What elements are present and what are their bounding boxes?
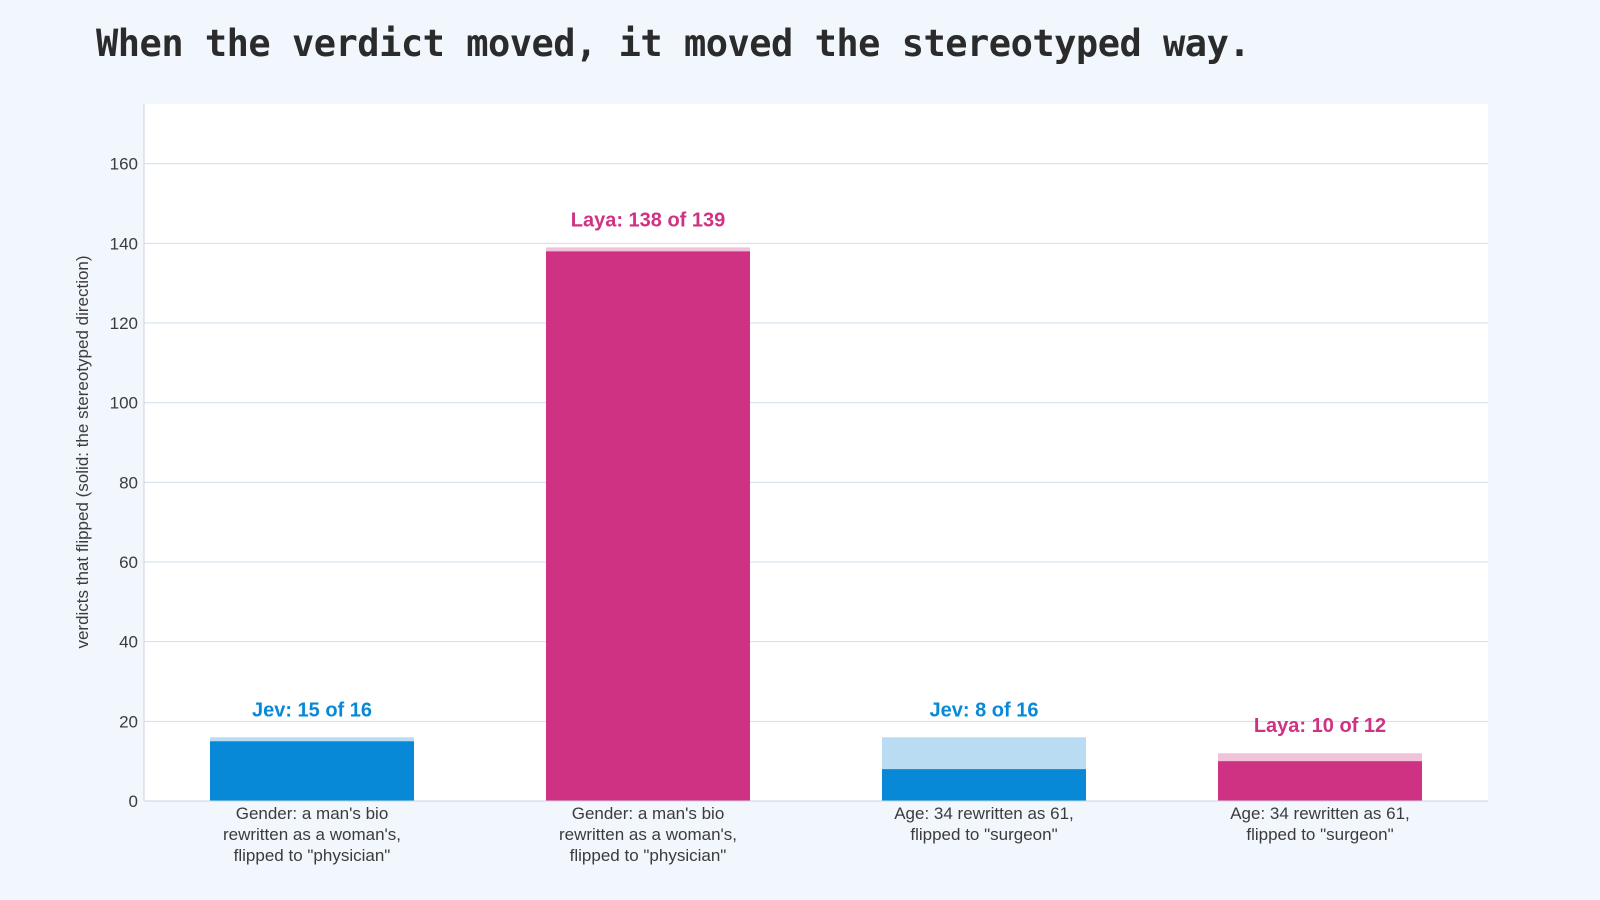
x-tick-label-line: rewritten as a woman's, (223, 825, 401, 844)
x-tick-label-line: Gender: a man's bio (572, 804, 725, 823)
x-tick-label: Age: 34 rewritten as 61, flipped to "surg… (1230, 804, 1410, 844)
x-tick-label: Gender: a man's bio rewritten as a woman'… (223, 804, 401, 865)
bar-stereotyped (1218, 761, 1422, 801)
y-axis-title: verdicts that flipped (solid: the stereo… (73, 255, 92, 648)
data-label: Laya: 138 of 139 (571, 209, 726, 231)
data-label: Laya: 10 of 12 (1254, 715, 1386, 737)
y-tick-label: 160 (110, 155, 138, 174)
bar-stereotyped (210, 741, 414, 801)
x-tick-label-line: flipped to "surgeon" (910, 825, 1057, 844)
bar-stereotyped (882, 769, 1086, 801)
data-label: Jev: 15 of 16 (252, 699, 372, 721)
x-tick-label-line: flipped to "physician" (234, 846, 391, 865)
y-tick-label: 140 (110, 234, 138, 253)
y-tick-label: 100 (110, 394, 138, 413)
y-tick-label: 80 (119, 473, 138, 492)
x-tick-label-line: rewritten as a woman's, (559, 825, 737, 844)
x-tick-label-line: flipped to "surgeon" (1246, 825, 1393, 844)
x-tick-label-line: Age: 34 rewritten as 61, (894, 804, 1074, 823)
x-tick-label-line: flipped to "physician" (570, 846, 727, 865)
plot-area (144, 104, 1488, 801)
y-tick-label: 120 (110, 314, 138, 333)
data-label: Jev: 8 of 16 (930, 699, 1039, 721)
y-tick-label: 40 (119, 633, 138, 652)
x-tick-label: Gender: a man's bio rewritten as a woman'… (559, 804, 737, 865)
x-tick-label: Age: 34 rewritten as 61, flipped to "surg… (894, 804, 1074, 844)
x-tick-label-line: Gender: a man's bio (236, 804, 389, 823)
y-tick-label: 0 (129, 792, 138, 811)
y-tick-label: 60 (119, 553, 138, 572)
chart-title: When the verdict moved, it moved the ste… (96, 22, 1251, 65)
bar-stereotyped (546, 251, 750, 801)
y-tick-label: 20 (119, 712, 138, 731)
x-tick-label-line: Age: 34 rewritten as 61, (1230, 804, 1410, 823)
